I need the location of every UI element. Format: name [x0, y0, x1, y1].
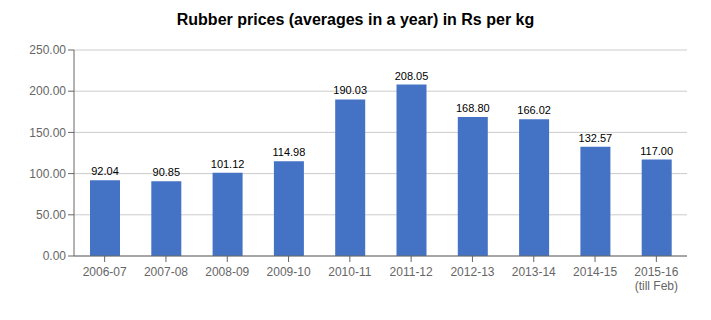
svg-text:117.00: 117.00: [640, 145, 673, 157]
svg-text:2010-11: 2010-11: [328, 265, 371, 279]
svg-text:2006-07: 2006-07: [83, 265, 127, 279]
svg-text:190.03: 190.03: [333, 84, 367, 96]
svg-text:114.98: 114.98: [272, 146, 305, 158]
svg-text:2015-16(till Feb): 2015-16(till Feb): [634, 265, 678, 293]
svg-text:0.00: 0.00: [43, 249, 67, 263]
svg-text:2007-08: 2007-08: [144, 265, 188, 279]
svg-text:208.05: 208.05: [395, 70, 429, 82]
svg-text:2009-10: 2009-10: [267, 265, 311, 279]
svg-text:200.00: 200.00: [29, 84, 66, 98]
svg-text:150.00: 150.00: [29, 126, 66, 140]
svg-text:168.80: 168.80: [456, 102, 490, 114]
svg-text:50.00: 50.00: [36, 208, 66, 222]
svg-text:100.00: 100.00: [29, 167, 66, 181]
svg-text:2014-15: 2014-15: [573, 265, 617, 279]
svg-text:2013-14: 2013-14: [512, 265, 556, 279]
svg-text:101.12: 101.12: [211, 158, 245, 170]
svg-text:2012-13: 2012-13: [450, 265, 494, 279]
svg-text:250.00: 250.00: [29, 43, 66, 57]
svg-text:132.57: 132.57: [579, 132, 613, 144]
svg-text:92.04: 92.04: [91, 165, 119, 177]
svg-text:90.85: 90.85: [153, 166, 181, 178]
svg-text:2008-09: 2008-09: [205, 265, 249, 279]
svg-text:166.02: 166.02: [517, 104, 551, 116]
html-text:Rubber prices (averages in a y: Rubber prices (averages in a year) in Rs…: [176, 11, 535, 28]
svg-text:2011-12: 2011-12: [390, 265, 433, 279]
